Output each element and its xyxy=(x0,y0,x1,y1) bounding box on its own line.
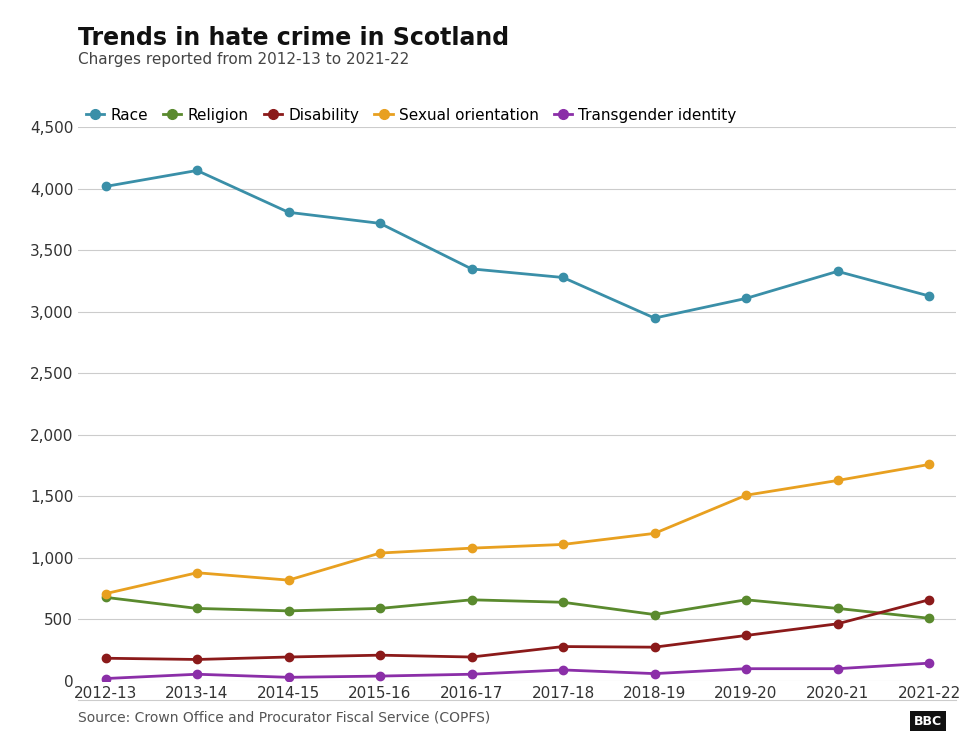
Sexual orientation xyxy=(466,544,477,553)
Sexual orientation xyxy=(100,589,111,598)
Race xyxy=(649,313,661,322)
Line: Sexual orientation: Sexual orientation xyxy=(102,460,933,598)
Transgender identity xyxy=(649,669,661,678)
Race xyxy=(832,267,843,276)
Legend: Race, Religion, Disability, Sexual orientation, Transgender identity: Race, Religion, Disability, Sexual orien… xyxy=(86,107,737,123)
Disability xyxy=(832,619,843,628)
Religion xyxy=(923,614,935,622)
Line: Transgender identity: Transgender identity xyxy=(102,659,933,682)
Sexual orientation xyxy=(557,540,569,549)
Religion xyxy=(466,595,477,604)
Sexual orientation xyxy=(740,491,752,499)
Religion xyxy=(740,595,752,604)
Sexual orientation xyxy=(283,576,295,585)
Race xyxy=(557,273,569,282)
Transgender identity xyxy=(557,665,569,674)
Disability xyxy=(923,595,935,604)
Sexual orientation xyxy=(374,548,386,557)
Transgender identity xyxy=(283,673,295,682)
Line: Religion: Religion xyxy=(102,594,933,622)
Race xyxy=(191,166,203,175)
Transgender identity xyxy=(374,671,386,680)
Transgender identity xyxy=(740,664,752,673)
Religion xyxy=(374,604,386,613)
Transgender identity xyxy=(923,659,935,668)
Religion xyxy=(100,593,111,602)
Race xyxy=(283,207,295,216)
Disability xyxy=(191,655,203,664)
Sexual orientation xyxy=(832,476,843,485)
Disability xyxy=(740,631,752,640)
Disability xyxy=(557,642,569,651)
Text: Charges reported from 2012-13 to 2021-22: Charges reported from 2012-13 to 2021-22 xyxy=(78,52,409,67)
Transgender identity xyxy=(100,674,111,683)
Disability xyxy=(374,651,386,659)
Text: Source: Crown Office and Procurator Fiscal Service (COPFS): Source: Crown Office and Procurator Fisc… xyxy=(78,711,490,725)
Sexual orientation xyxy=(191,568,203,577)
Religion xyxy=(649,610,661,619)
Race xyxy=(923,291,935,300)
Disability xyxy=(100,654,111,662)
Disability xyxy=(466,653,477,662)
Sexual orientation xyxy=(923,460,935,469)
Religion xyxy=(557,598,569,607)
Race xyxy=(466,265,477,273)
Transgender identity xyxy=(832,664,843,673)
Disability xyxy=(283,653,295,662)
Race xyxy=(100,182,111,191)
Religion xyxy=(832,604,843,613)
Text: BBC: BBC xyxy=(914,714,942,728)
Transgender identity xyxy=(466,670,477,679)
Sexual orientation xyxy=(649,529,661,538)
Line: Race: Race xyxy=(102,166,933,322)
Race xyxy=(740,294,752,303)
Religion xyxy=(283,606,295,615)
Text: Trends in hate crime in Scotland: Trends in hate crime in Scotland xyxy=(78,26,509,50)
Transgender identity xyxy=(191,670,203,679)
Disability xyxy=(649,642,661,651)
Race xyxy=(374,219,386,227)
Religion xyxy=(191,604,203,613)
Line: Disability: Disability xyxy=(102,596,933,664)
